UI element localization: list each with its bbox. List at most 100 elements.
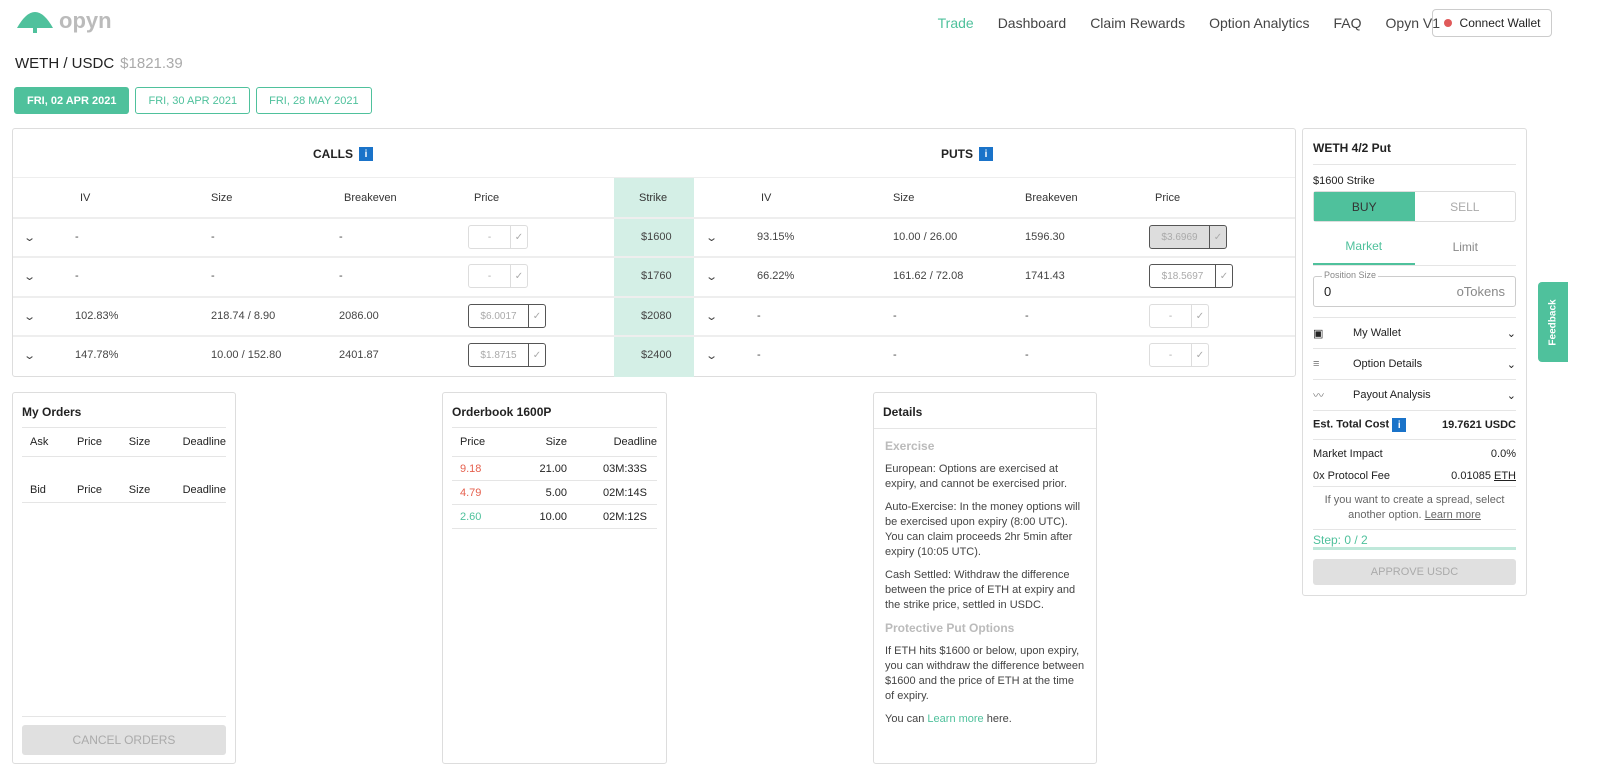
position-size-value[interactable]: 0 [1324,284,1332,299]
info-icon[interactable]: i [359,147,373,161]
expiry-tab[interactable]: FRI, 28 MAY 2021 [256,87,372,114]
col-put-price: Price [1155,192,1181,204]
check-icon[interactable]: ✓ [1219,270,1229,282]
spread-hint: If you want to create a spread, select a… [1313,487,1516,530]
order-price: 9.18 [460,462,482,475]
call-size: 10.00 / 152.80 [211,349,282,361]
puts-header: PUTS i [941,147,994,161]
put-iv: - [757,349,761,361]
chevron-down-icon[interactable]: ⌄ [705,232,719,244]
col-ask: Ask [30,436,49,448]
col-bid: Bid [30,483,46,496]
put-breakeven: - [1025,349,1029,361]
strike-price: $1760 [641,270,672,282]
position-unit: oTokens [1456,284,1505,299]
col-call-breakeven: Breakeven [344,192,397,204]
check-icon[interactable]: ✓ [532,310,542,322]
nav-faq[interactable]: FAQ [1333,15,1362,31]
price-value[interactable]: - [1150,305,1192,327]
order-type-tabs: Market Limit [1313,228,1516,266]
put-price-input[interactable]: $18.5697 ✓ [1149,264,1233,288]
chevron-down-icon: ⌄ [1506,389,1516,402]
call-price-input[interactable]: - ✓ [468,264,528,288]
orderbook-row[interactable]: 2.60 10.00 02M:12S [452,505,657,529]
call-breakeven: 2086.00 [339,310,379,322]
sell-button[interactable]: SELL [1450,199,1480,214]
chevron-down-icon[interactable]: ⌄ [23,232,37,244]
price-value[interactable]: - [469,226,511,248]
chevron-down-icon[interactable]: ⌄ [23,350,37,362]
call-price-input[interactable]: - ✓ [468,225,528,249]
text: here. [986,713,1012,725]
info-icon[interactable]: i [1392,418,1407,432]
check-icon[interactable]: ✓ [514,231,524,243]
list-icon: ≡ [1313,358,1320,370]
price-value[interactable]: $3.6969 [1150,226,1210,248]
feedback-tab[interactable]: Feedback [1538,282,1568,362]
cancel-orders-button[interactable]: CANCEL ORDERS [22,725,226,755]
price-value[interactable]: - [469,265,511,287]
accordion-option-details[interactable]: ≡ Option Details ⌄ [1313,349,1516,380]
col-call-price: Price [474,192,500,204]
call-price-input[interactable]: $1.8715 ✓ [468,343,546,367]
price-value[interactable]: $6.0017 [469,305,529,327]
accordion-my-wallet[interactable]: ▣ My Wallet ⌄ [1313,318,1516,349]
chart-line-icon: 〰 [1313,390,1324,402]
info-icon[interactable]: i [979,147,994,161]
check-icon[interactable]: ✓ [532,349,542,361]
market-pair: WETH / USDC $1821.39 [15,55,183,72]
price-value[interactable]: $18.5697 [1150,265,1216,287]
strike-price: $2400 [641,349,672,361]
accordion-payout-analysis[interactable]: 〰 Payout Analysis ⌄ [1313,380,1516,411]
learn-more-link[interactable]: Learn more [927,713,984,725]
logo-text: opyn [59,8,112,33]
check-icon[interactable]: ✓ [1195,349,1205,361]
put-iv: 93.15% [757,231,795,243]
call-iv: 102.83% [75,310,119,322]
expiry-tab[interactable]: FRI, 02 APR 2021 [14,87,130,114]
nav-option-analytics[interactable]: Option Analytics [1209,15,1310,31]
market-impact-row: Market Impact 0.0% [1313,443,1516,465]
price-value[interactable]: $1.8715 [469,344,529,366]
orderbook-row[interactable]: 9.18 21.00 03M:33S [452,457,657,481]
tab-limit[interactable]: Limit [1452,239,1478,254]
chevron-down-icon[interactable]: ⌄ [705,350,719,362]
divider [13,177,1295,178]
put-price-input[interactable]: - ✓ [1149,304,1209,328]
put-price-input[interactable]: $3.6969 ✓ [1149,225,1227,249]
chevron-down-icon[interactable]: ⌄ [23,271,37,283]
call-iv: 147.78% [75,349,119,361]
put-breakeven: 1741.43 [1025,270,1065,282]
orders-table: Ask Price Size Deadline Bid Price Size Deadlin… [22,427,226,503]
put-price-input[interactable]: - ✓ [1149,343,1209,367]
position-size-input[interactable]: Position Size 0 oTokens [1313,270,1516,307]
approve-usdc-button[interactable]: APPROVE USDC [1313,559,1516,585]
my-orders-panel: My Orders Ask Price Size Deadline Bid Price S… [12,392,236,764]
nav-dashboard[interactable]: Dashboard [997,15,1067,31]
price-value[interactable]: - [1150,344,1192,366]
call-breakeven: 2401.87 [339,349,379,361]
check-icon[interactable]: ✓ [1195,310,1205,322]
order-size: 10.00 [539,510,567,523]
put-size: - [893,349,897,361]
nav-opyn-v1[interactable]: Opyn V1 [1385,15,1440,31]
option-chain-table: CALLS i PUTS i IV Size Breakeven Price Str… [12,128,1296,377]
call-price-input[interactable]: $6.0017 ✓ [468,304,546,328]
fee-unit-link[interactable]: ETH [1494,469,1516,482]
chevron-down-icon[interactable]: ⌄ [705,311,719,323]
tab-market[interactable]: Market [1313,228,1415,265]
check-icon[interactable]: ✓ [514,270,524,282]
impact-label: Market Impact [1313,448,1383,460]
connect-wallet-button[interactable]: Connect Wallet [1432,9,1552,37]
opyn-logo[interactable]: opyn [15,8,112,34]
buy-button[interactable]: BUY [1314,192,1415,221]
orderbook-row[interactable]: 4.79 5.00 02M:14S [452,481,657,505]
check-icon[interactable]: ✓ [1213,231,1223,243]
learn-more-link[interactable]: Learn more [1424,509,1481,521]
chevron-down-icon[interactable]: ⌄ [705,271,719,283]
fee-value: 0.01085 [1451,469,1491,482]
nav-claim-rewards[interactable]: Claim Rewards [1090,15,1186,31]
expiry-tab[interactable]: FRI, 30 APR 2021 [135,87,251,114]
chevron-down-icon[interactable]: ⌄ [23,311,37,323]
nav-trade[interactable]: Trade [937,15,974,31]
